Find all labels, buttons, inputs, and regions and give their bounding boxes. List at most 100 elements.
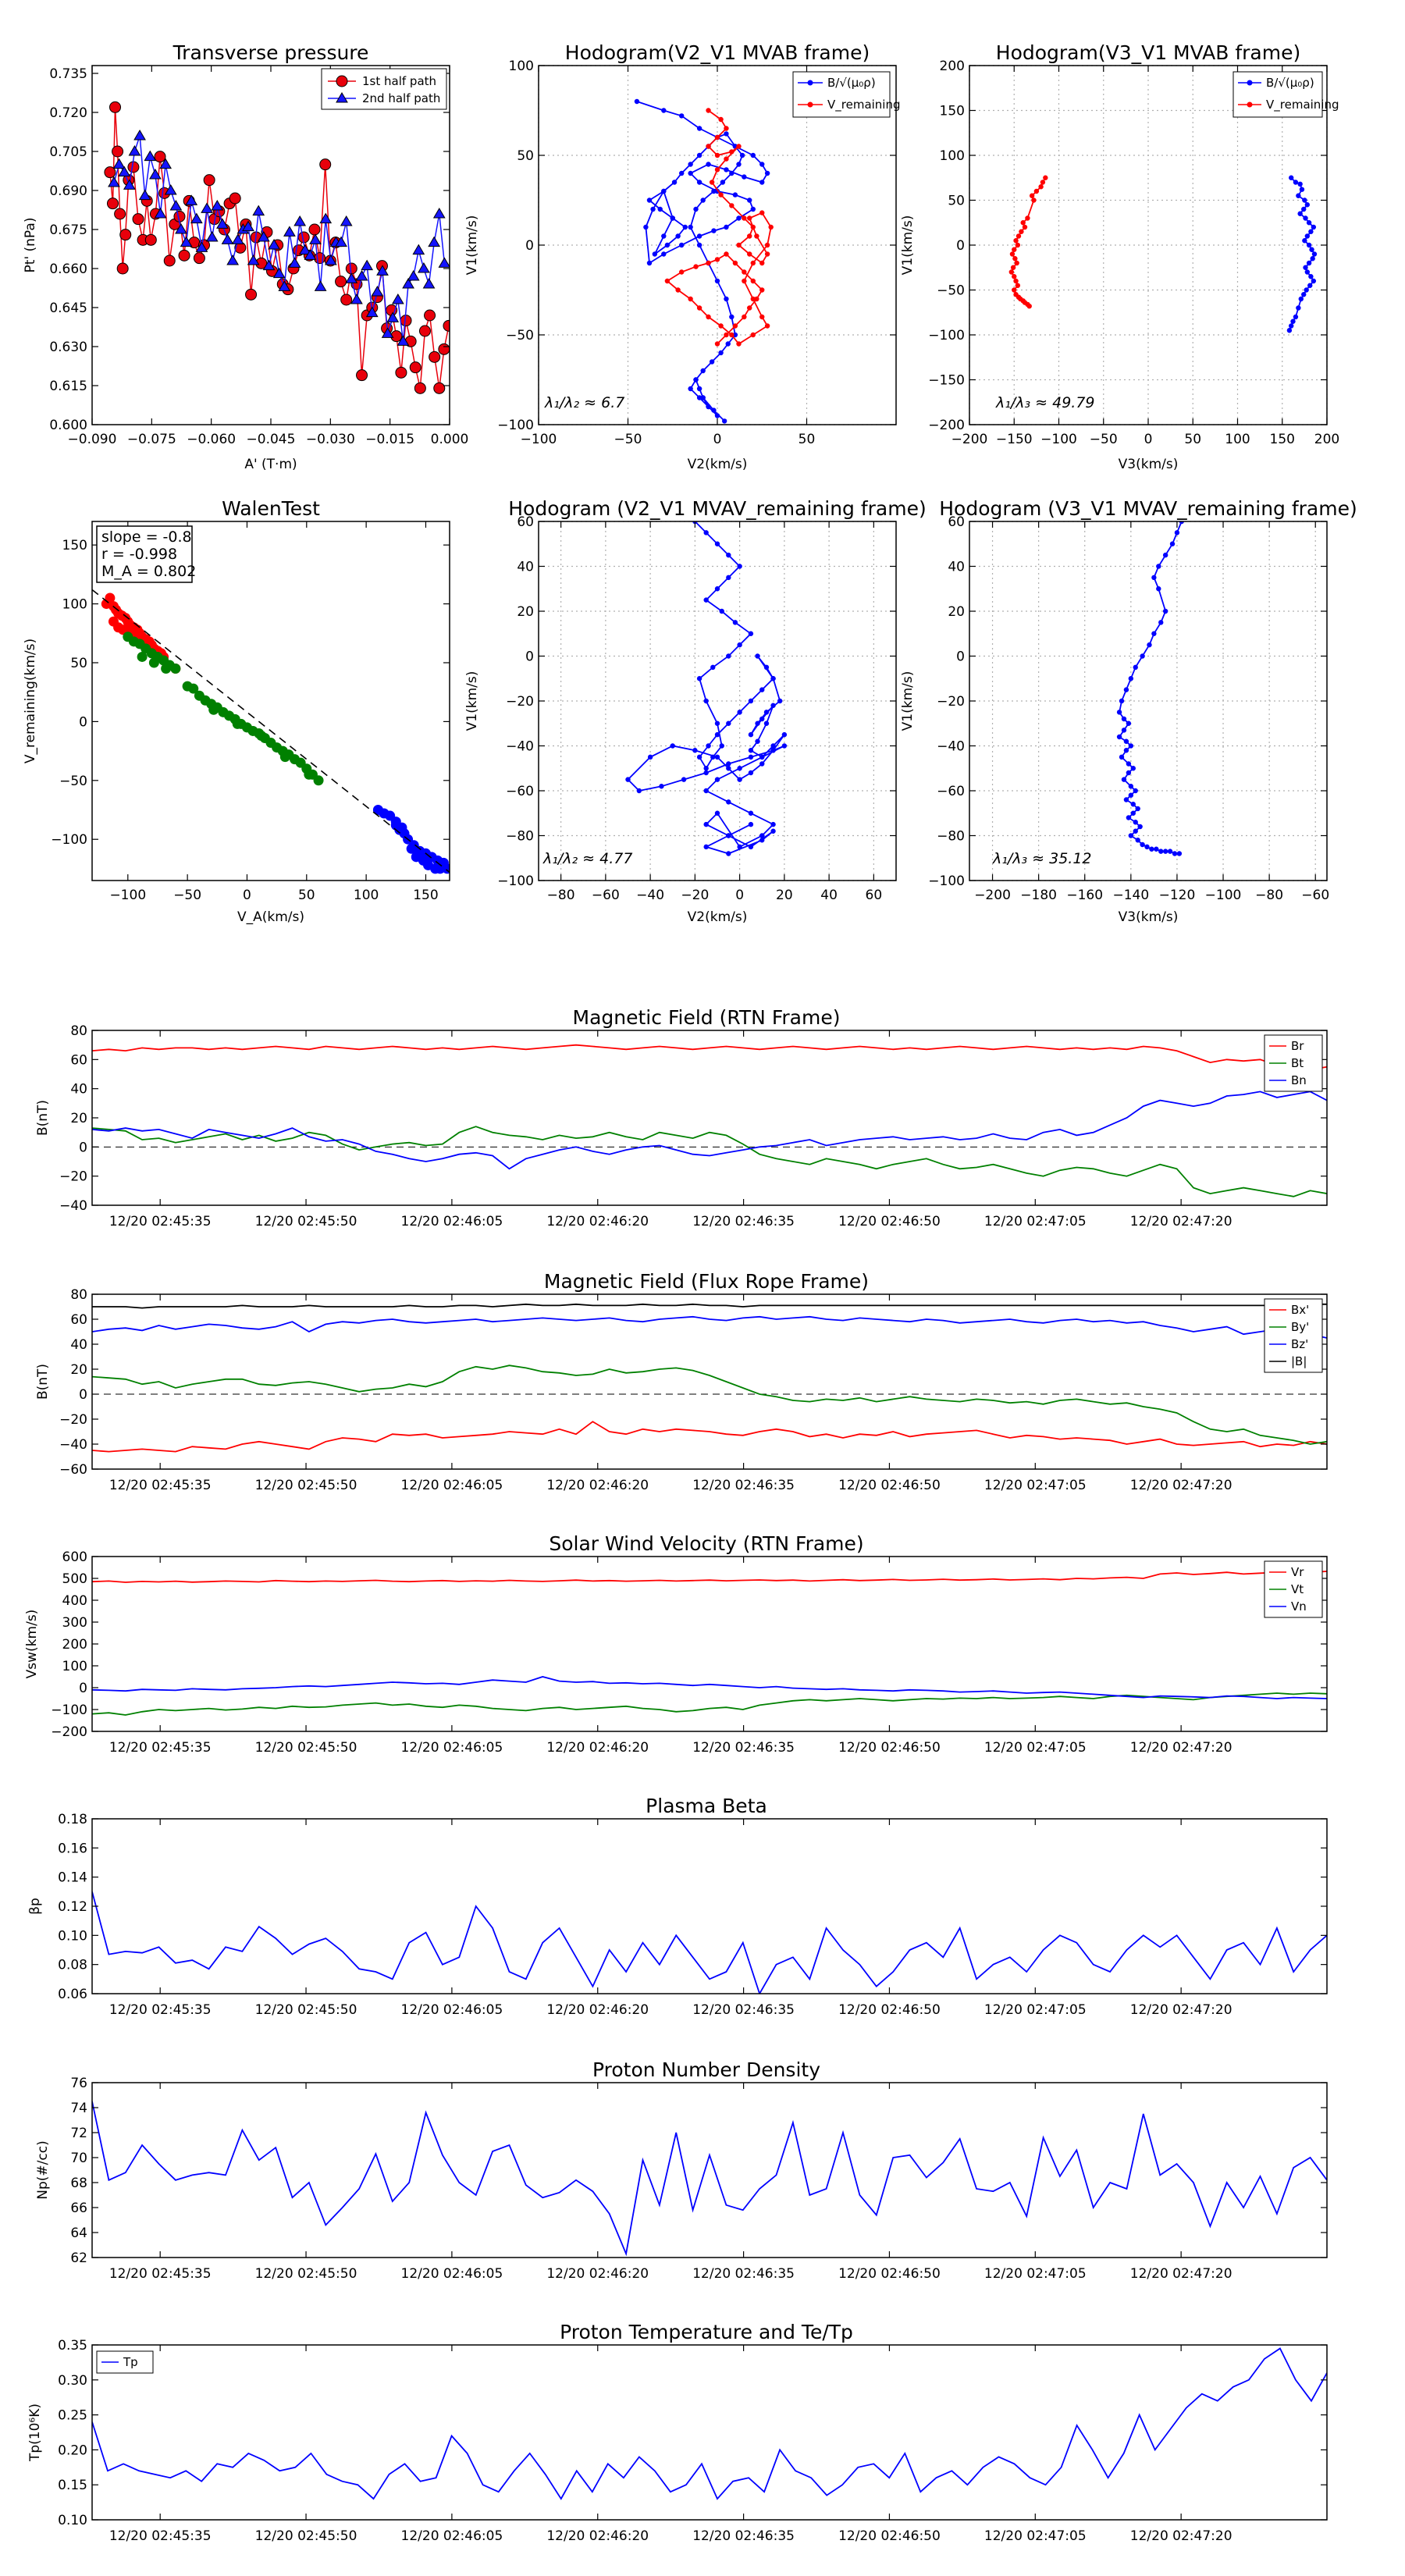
- h4-point-0-47: [1162, 849, 1168, 854]
- h2-point-1-29: [1026, 304, 1032, 309]
- tp-point-1st-5: [116, 262, 129, 275]
- h2-xtick-label-2: −100: [1040, 432, 1077, 447]
- h3-series-line-0: [627, 521, 785, 855]
- tpr-ytick-label-2: 0.20: [58, 2443, 87, 2458]
- h3-point-0-38: [755, 738, 760, 744]
- h4-point-0-27: [1126, 770, 1132, 776]
- tpr-time-label-1: 12/20 02:45:50: [255, 2528, 357, 2544]
- tpr-time-label-6: 12/20 02:47:05: [984, 2528, 1087, 2544]
- tpr-time-label-2: 12/20 02:46:05: [401, 2528, 503, 2544]
- tp-point-2nd-35: [288, 257, 301, 268]
- h3-point-0-54: [659, 784, 664, 789]
- h2-point-0-5: [1302, 197, 1307, 203]
- magnetic-field-rtn-legend: Br Bt Bn: [1264, 1034, 1323, 1092]
- h1-ytick-label-1: −50: [506, 328, 534, 343]
- h1-point-0-76: [721, 418, 727, 424]
- bfr-ytick-label-1: −40: [59, 1437, 87, 1453]
- h1-point-1-51: [732, 323, 738, 329]
- h2-ytick-label-3: −50: [937, 283, 965, 299]
- magnetic-field-rtn-panel: Magnetic Field (RTN Frame) 12/20 02:45:3…: [35, 1006, 1328, 1229]
- beta-ytick-label-5: 0.16: [58, 1841, 87, 1856]
- tp-point-2nd-12: [169, 200, 183, 211]
- h1-point-0-42: [696, 152, 702, 158]
- h1-point-1-42: [714, 257, 720, 262]
- h1-point-0-2: [679, 113, 685, 119]
- h2-point-1-17: [1010, 265, 1016, 270]
- h2-point-1-12: [1015, 242, 1021, 248]
- walen-point-blue-21: [394, 824, 405, 835]
- tp-xtick-label-3: −0.045: [247, 432, 296, 447]
- tp-point-2nd-51: [371, 286, 384, 297]
- tp-point-2nd-6: [138, 189, 151, 201]
- h2-ytick-label-0: −200: [928, 418, 965, 433]
- h4-xtick-label-7: −60: [1301, 888, 1329, 903]
- wt-xtick-label-2: 0: [243, 888, 251, 903]
- h4-point-0-34: [1135, 806, 1140, 812]
- legend-v-remaining: V_remaining: [827, 98, 901, 112]
- h3-point-0-25: [748, 698, 754, 704]
- h4-point-0-3: [1162, 552, 1168, 558]
- h2-point-0-28: [1296, 305, 1301, 311]
- hodogram-v2-v1-mvav-panel: Hodogram (V2_V1 MVAV_remaining frame) −8…: [464, 497, 927, 925]
- tp-point-1st-24: [203, 174, 215, 187]
- h4-ytick-label-1: −80: [937, 829, 965, 845]
- tp-ytick-label-1: 0.615: [49, 379, 87, 394]
- h1-point-1-9: [714, 167, 720, 173]
- tp-point-2nd-58: [407, 270, 420, 281]
- h2-point-0-22: [1308, 274, 1314, 279]
- h1-point-1-18: [759, 260, 765, 266]
- h1-point-0-30: [661, 233, 667, 239]
- h4-point-0-2: [1169, 541, 1176, 546]
- hodogram-v3-v1-mvab-legend: B/√(μ₀ρ) V_remaining: [1232, 71, 1339, 118]
- h2-point-1-10: [1016, 233, 1022, 239]
- legend-vt: Vt: [1291, 1582, 1304, 1596]
- np-series-Np: [92, 2101, 1327, 2257]
- tp-point-1st-65: [414, 382, 426, 394]
- h2-xtick-label-8: 200: [1314, 432, 1339, 447]
- h2-point-0-14: [1302, 238, 1307, 244]
- plasma-beta-panel: Plasma Beta 12/20 02:45:35 12/20 02:45:50…: [27, 1795, 1328, 2018]
- beta-ytick-label-2: 0.10: [58, 1928, 87, 1944]
- h1-ytick-label-3: 50: [517, 148, 534, 164]
- h1-point-0-59: [729, 314, 735, 320]
- walen-point-green-39: [304, 769, 315, 780]
- h3-point-0-52: [625, 777, 631, 782]
- tp-point-2nd-33: [278, 280, 291, 291]
- bfr-series-|B|: [92, 1303, 1327, 1309]
- legend-bt: Bt: [1291, 1056, 1304, 1070]
- tp-point-1st-51: [345, 262, 357, 275]
- h3-point-0-75: [759, 838, 765, 843]
- vsw-ytick-label-7: 500: [62, 1571, 87, 1587]
- h4-point-0-31: [1128, 792, 1134, 798]
- tpr-ytick-label-1: 0.15: [58, 2478, 87, 2493]
- h4-point-0-35: [1130, 810, 1136, 816]
- h3-point-0-42: [781, 731, 788, 738]
- tpr-time-label-3: 12/20 02:46:20: [546, 2528, 649, 2544]
- h3-point-0-79: [748, 821, 754, 827]
- h2-point-0-0: [1289, 175, 1294, 180]
- tp-point-1st-29: [229, 192, 241, 205]
- h1-point-0-63: [709, 359, 715, 365]
- np-time-label-5: 12/20 02:46:50: [838, 2266, 941, 2282]
- tp-point-2nd-56: [397, 335, 410, 346]
- h4-xtick-label-3: −140: [1112, 888, 1149, 903]
- h3-point-0-6: [714, 586, 720, 592]
- wt-ytick-label-4: 100: [62, 597, 87, 613]
- h3-point-0-51: [647, 754, 653, 760]
- h3-point-0-18: [710, 754, 716, 760]
- h3-point-0-14: [696, 676, 702, 681]
- tp-point-2nd-32: [272, 267, 286, 279]
- h1-point-0-23: [679, 242, 685, 248]
- h3-point-0-66: [748, 810, 754, 816]
- h3-point-0-74: [770, 828, 776, 834]
- tp-point-2nd-34: [283, 226, 296, 237]
- tpr-time-label-4: 12/20 02:46:35: [692, 2528, 795, 2544]
- h4-point-0-40: [1128, 833, 1134, 838]
- tp-point-1st-49: [335, 276, 347, 288]
- h1-ytick-label-0: −100: [497, 418, 534, 433]
- vsw-ytick-label-8: 600: [62, 1550, 87, 1565]
- h2-point-0-18: [1310, 256, 1315, 262]
- bmag-time-label-5: 12/20 02:46:50: [838, 1214, 941, 1229]
- walen-test-ylabel: V_remaining(km/s): [23, 639, 38, 763]
- h1-point-0-3: [696, 126, 702, 131]
